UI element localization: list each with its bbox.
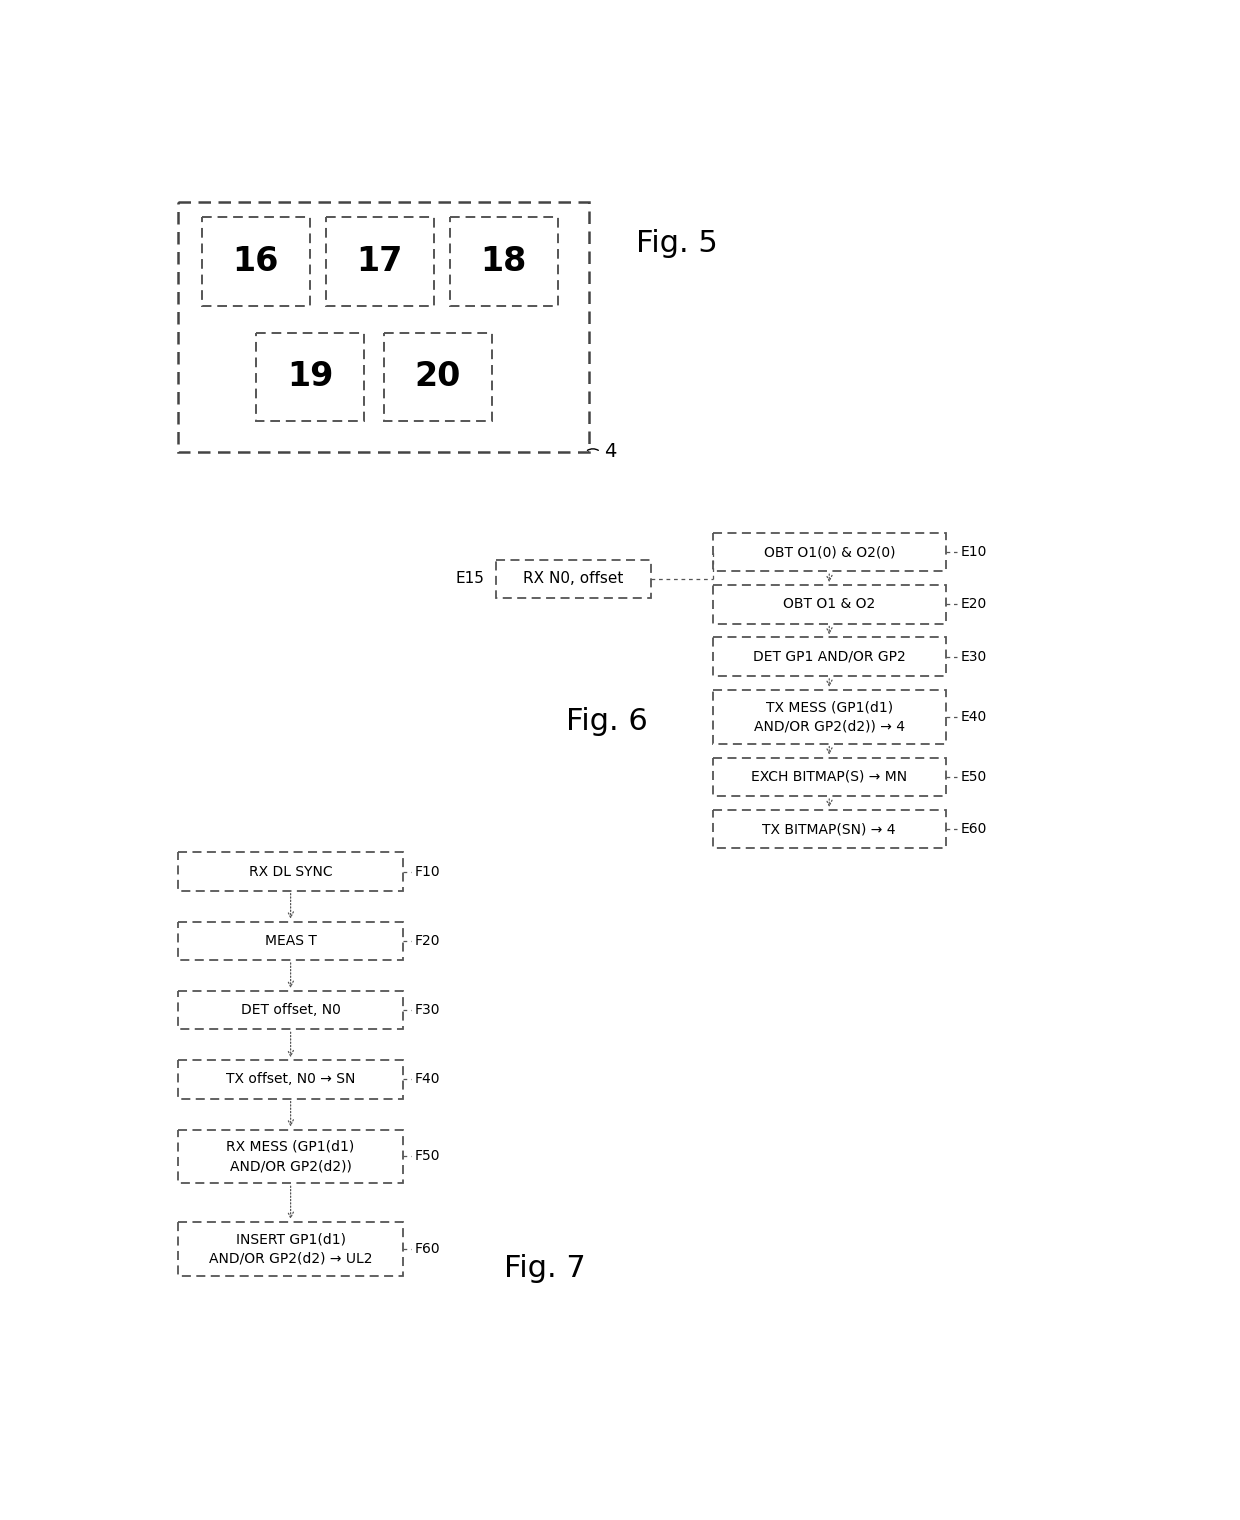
Text: F60: F60 xyxy=(414,1242,440,1256)
Text: F10: F10 xyxy=(414,865,440,879)
Text: INSERT GP1(d1)
AND/OR GP2(d2) → UL2: INSERT GP1(d1) AND/OR GP2(d2) → UL2 xyxy=(208,1233,372,1266)
FancyBboxPatch shape xyxy=(449,217,558,306)
Text: RX DL SYNC: RX DL SYNC xyxy=(249,865,332,879)
Text: Fig. 6: Fig. 6 xyxy=(565,707,647,736)
Text: Fig. 7: Fig. 7 xyxy=(503,1254,585,1283)
Text: 17: 17 xyxy=(357,245,403,278)
Text: RX MESS (GP1(d1)
AND/OR GP2(d2)): RX MESS (GP1(d1) AND/OR GP2(d2)) xyxy=(227,1140,355,1173)
Text: F50: F50 xyxy=(414,1149,440,1163)
FancyBboxPatch shape xyxy=(179,1129,403,1184)
Text: TX BITMAP(SN) → 4: TX BITMAP(SN) → 4 xyxy=(763,822,897,836)
Text: OBT O1(0) & O2(0): OBT O1(0) & O2(0) xyxy=(764,546,895,559)
Text: 16: 16 xyxy=(233,245,279,278)
FancyBboxPatch shape xyxy=(496,559,651,599)
Text: F30: F30 xyxy=(414,1003,440,1017)
FancyBboxPatch shape xyxy=(713,532,945,572)
Text: OBT O1 & O2: OBT O1 & O2 xyxy=(784,597,875,611)
Text: DET GP1 AND/OR GP2: DET GP1 AND/OR GP2 xyxy=(753,649,905,664)
FancyBboxPatch shape xyxy=(179,1222,403,1275)
FancyBboxPatch shape xyxy=(255,333,365,421)
Text: E10: E10 xyxy=(961,546,987,559)
Text: DET offset, N0: DET offset, N0 xyxy=(241,1003,341,1017)
FancyBboxPatch shape xyxy=(179,853,403,891)
Text: E15: E15 xyxy=(455,572,485,587)
FancyBboxPatch shape xyxy=(713,810,945,848)
FancyBboxPatch shape xyxy=(713,690,945,743)
FancyBboxPatch shape xyxy=(713,637,945,676)
Text: E50: E50 xyxy=(961,769,987,784)
Text: EXCH BITMAP(S) → MN: EXCH BITMAP(S) → MN xyxy=(751,769,908,784)
Text: RX N0, offset: RX N0, offset xyxy=(523,572,624,587)
Text: 20: 20 xyxy=(414,360,461,394)
Text: TX MESS (GP1(d1)
AND/OR GP2(d2)) → 4: TX MESS (GP1(d1) AND/OR GP2(d2)) → 4 xyxy=(754,701,905,734)
FancyBboxPatch shape xyxy=(713,585,945,623)
Text: 4: 4 xyxy=(605,442,616,462)
FancyBboxPatch shape xyxy=(325,217,434,306)
FancyBboxPatch shape xyxy=(201,217,310,306)
Text: Fig. 5: Fig. 5 xyxy=(635,228,717,257)
Text: TX offset, N0 → SN: TX offset, N0 → SN xyxy=(226,1073,356,1087)
FancyBboxPatch shape xyxy=(179,921,403,961)
Text: E60: E60 xyxy=(961,822,987,836)
FancyBboxPatch shape xyxy=(713,757,945,796)
Text: F40: F40 xyxy=(414,1073,440,1087)
Text: MEAS T: MEAS T xyxy=(264,933,316,948)
FancyBboxPatch shape xyxy=(383,333,492,421)
FancyBboxPatch shape xyxy=(179,991,403,1029)
Text: 19: 19 xyxy=(286,360,334,394)
Text: F20: F20 xyxy=(414,933,440,948)
Text: E30: E30 xyxy=(961,649,987,664)
Text: E40: E40 xyxy=(961,710,987,724)
FancyBboxPatch shape xyxy=(179,202,589,451)
FancyBboxPatch shape xyxy=(179,1061,403,1099)
Text: E20: E20 xyxy=(961,597,987,611)
Text: 18: 18 xyxy=(481,245,527,278)
